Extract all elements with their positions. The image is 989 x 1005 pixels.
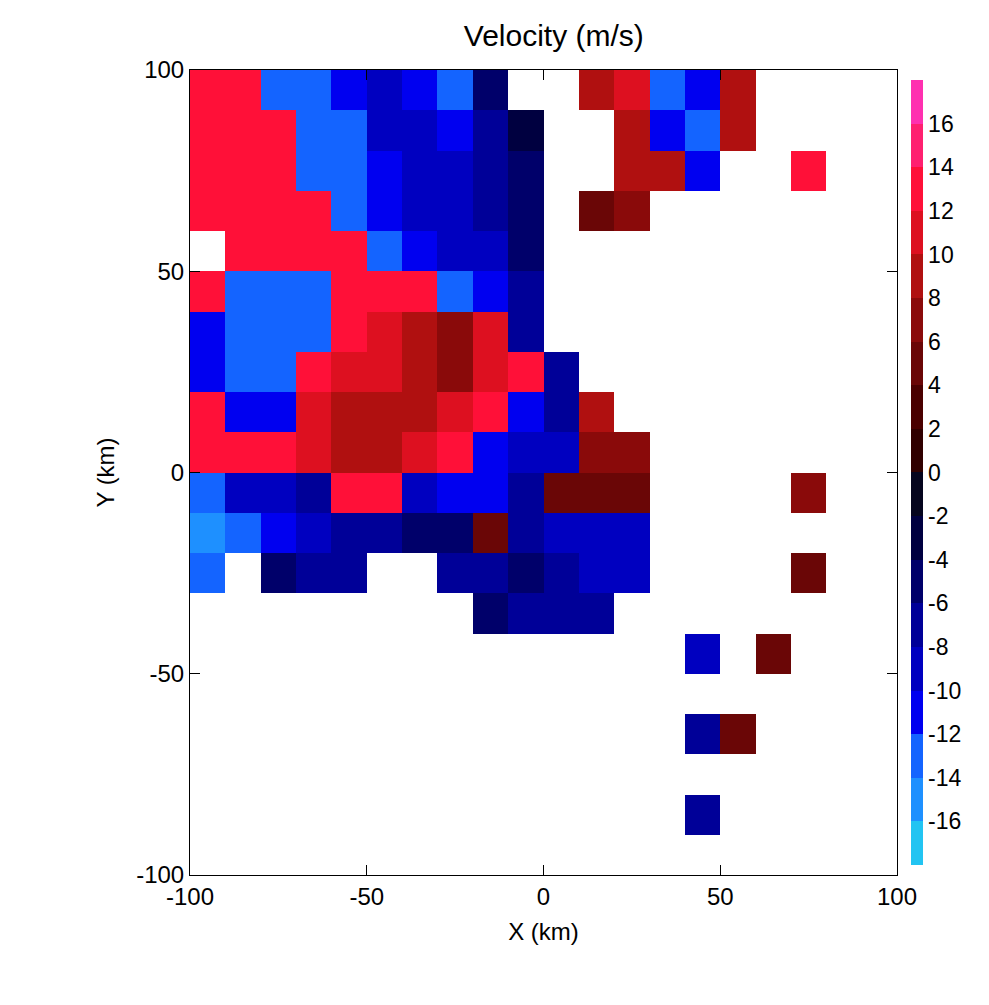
svg-text:-14: -14: [928, 765, 961, 791]
svg-text:-12: -12: [928, 721, 961, 747]
svg-text:100: 100: [144, 56, 184, 83]
svg-text:50: 50: [157, 258, 184, 285]
svg-text:12: 12: [928, 198, 954, 224]
svg-text:Velocity (m/s): Velocity (m/s): [464, 19, 644, 52]
svg-text:4: 4: [928, 372, 941, 398]
svg-text:50: 50: [707, 883, 734, 910]
svg-text:14: 14: [928, 154, 954, 180]
svg-text:-2: -2: [928, 503, 948, 529]
svg-text:-50: -50: [349, 883, 384, 910]
svg-text:X (km): X (km): [508, 918, 579, 945]
svg-text:16: 16: [928, 111, 954, 137]
svg-text:100: 100: [877, 883, 917, 910]
svg-text:-100: -100: [166, 883, 214, 910]
svg-text:-100: -100: [136, 861, 184, 888]
svg-text:0: 0: [928, 460, 941, 486]
svg-text:2: 2: [928, 416, 941, 442]
svg-text:-10: -10: [928, 678, 961, 704]
svg-text:-50: -50: [150, 660, 185, 687]
svg-text:-8: -8: [928, 634, 948, 660]
svg-text:-6: -6: [928, 590, 948, 616]
svg-text:8: 8: [928, 285, 941, 311]
svg-text:0: 0: [171, 459, 184, 486]
svg-text:Y (km): Y (km): [92, 437, 119, 507]
svg-text:-16: -16: [928, 808, 961, 834]
svg-text:10: 10: [928, 241, 954, 267]
svg-text:-4: -4: [928, 547, 949, 573]
svg-text:0: 0: [537, 883, 550, 910]
svg-text:6: 6: [928, 329, 941, 355]
